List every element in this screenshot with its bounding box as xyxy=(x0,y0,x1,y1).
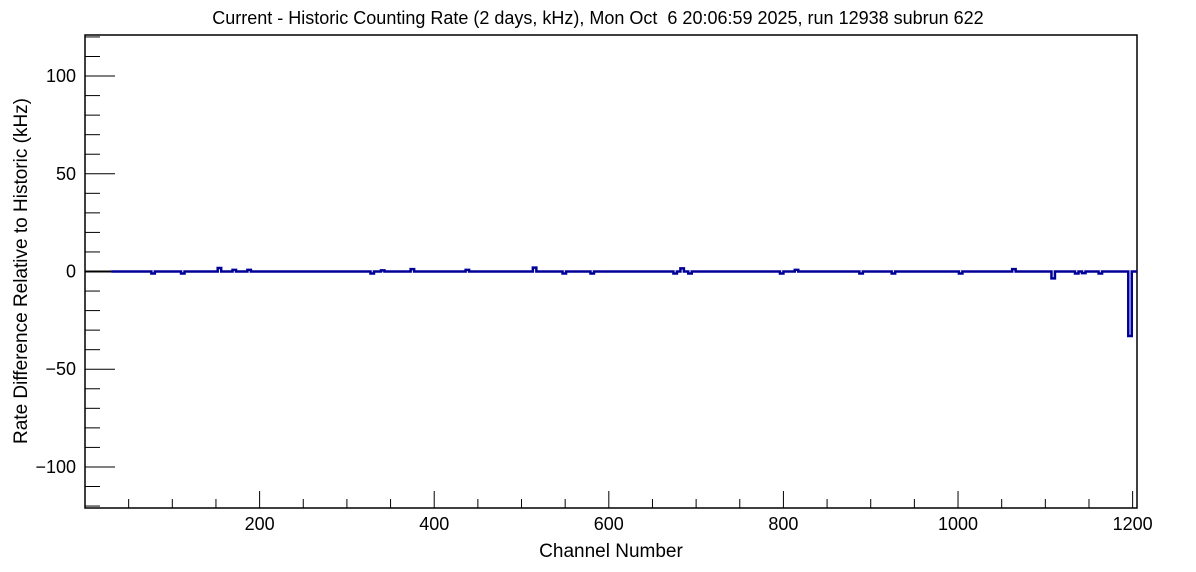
y-tick-label: −100 xyxy=(35,457,76,477)
y-tick-label: 100 xyxy=(46,66,76,86)
x-tick-label: 800 xyxy=(768,514,798,534)
y-tick-label: −50 xyxy=(45,359,76,379)
y-axis-title: Rate Difference Relative to Historic (kH… xyxy=(11,98,32,444)
x-tick-label: 1000 xyxy=(938,514,978,534)
x-tick-label: 400 xyxy=(419,514,449,534)
x-axis-title: Channel Number xyxy=(539,541,683,562)
y-tick-label: 0 xyxy=(66,262,76,282)
x-tick-label: 1200 xyxy=(1113,514,1153,534)
x-tick-label: 600 xyxy=(594,514,624,534)
y-tick-label: 50 xyxy=(56,164,76,184)
chart-title: Current - Historic Counting Rate (2 days… xyxy=(212,8,984,28)
x-tick-label: 200 xyxy=(245,514,275,534)
rate-difference-series xyxy=(111,266,1137,338)
